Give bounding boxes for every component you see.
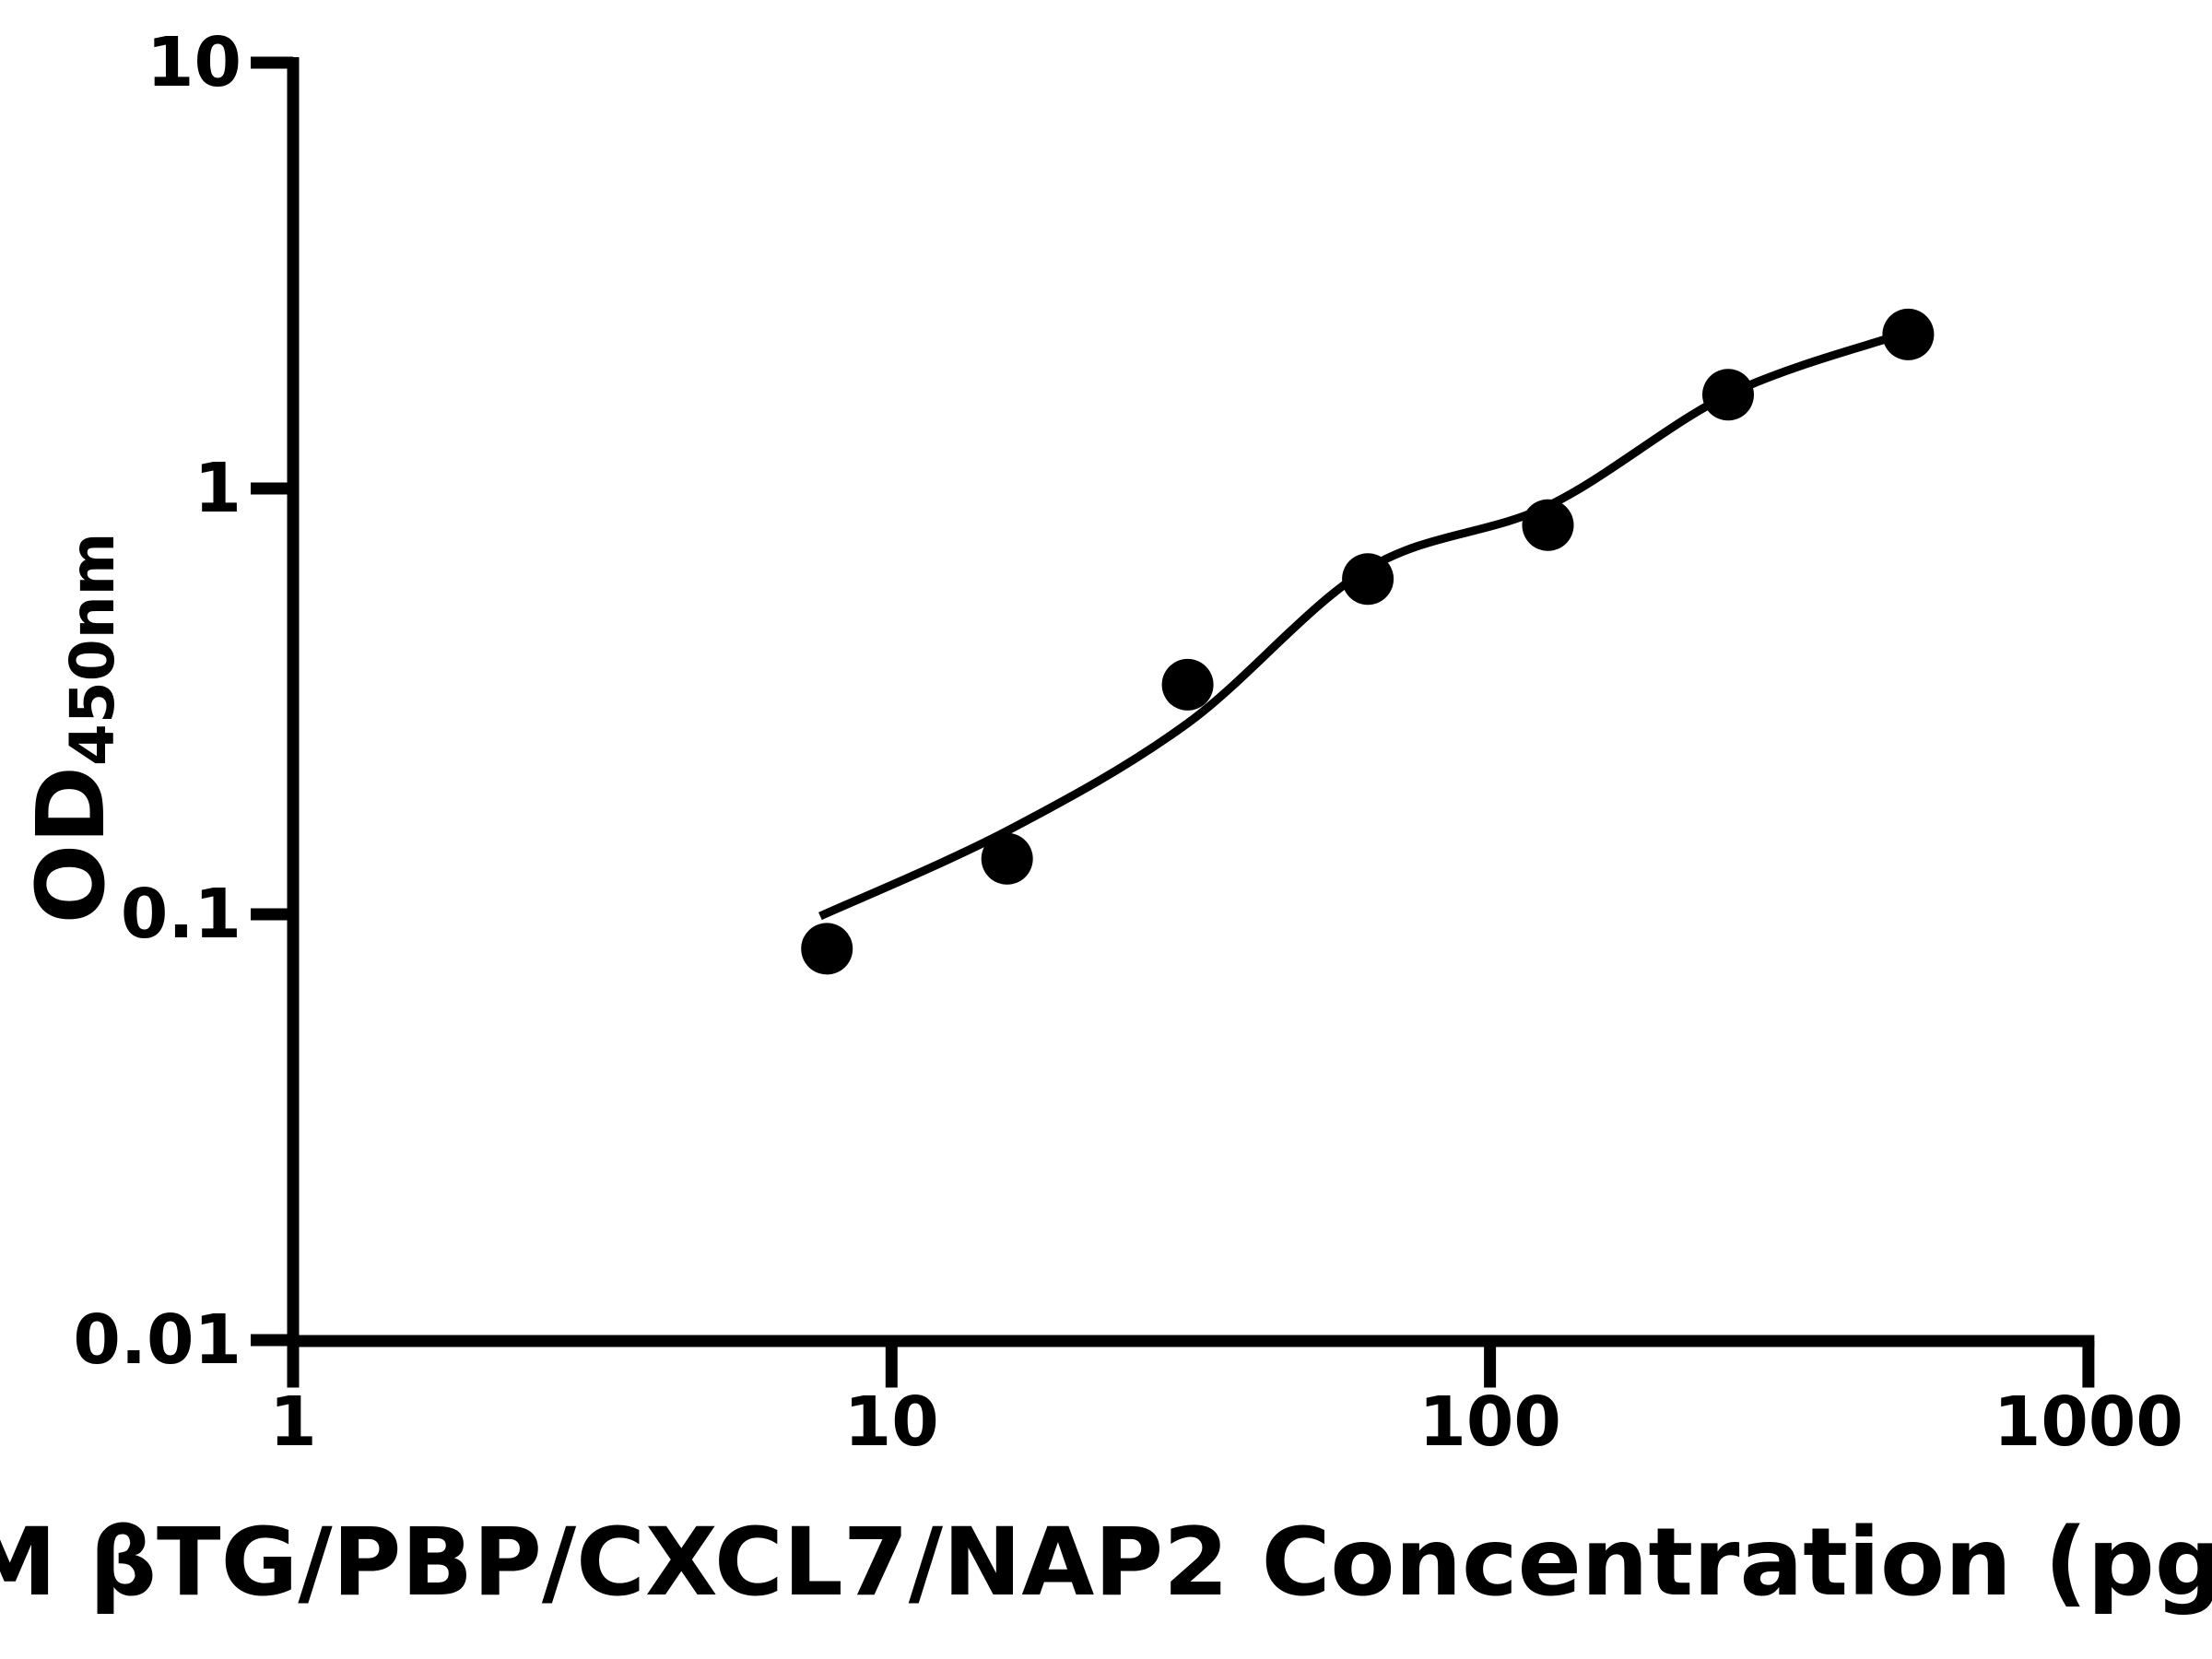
data-point-marker bbox=[1702, 369, 1754, 421]
fit-curve-layer bbox=[818, 330, 1902, 921]
y-tick-label-1: 1 bbox=[194, 449, 242, 528]
y-tick-label-0.01: 0.01 bbox=[73, 1300, 241, 1380]
y-axis-title-text: OD450nm bbox=[17, 533, 128, 924]
x-tick-label-10: 10 bbox=[843, 1382, 939, 1462]
y-axis-title-subscript: 450nm bbox=[57, 532, 129, 767]
data-point-marker bbox=[1161, 658, 1214, 711]
x-axis-title: M βTG/PBP/CXCL7/NAP2 Concentration (pg/ bbox=[0, 1508, 2212, 1618]
data-point-marker bbox=[1882, 308, 1935, 360]
y-tick-label-0.1: 0.1 bbox=[120, 875, 241, 954]
x-tick-label-100: 100 bbox=[1418, 1382, 1561, 1462]
data-points-layer bbox=[801, 308, 1935, 975]
data-point-marker bbox=[1522, 499, 1574, 551]
x-tick-label-1000: 1000 bbox=[1993, 1382, 2183, 1462]
y-axis-title-main: OD bbox=[17, 766, 126, 924]
y-tick-label-10: 10 bbox=[147, 23, 241, 102]
axes-layer bbox=[251, 56, 2095, 1388]
data-point-marker bbox=[1342, 553, 1394, 606]
fit-curve bbox=[818, 330, 1902, 921]
data-point-marker bbox=[801, 923, 853, 975]
x-tick-label-1: 1 bbox=[269, 1382, 317, 1462]
data-point-marker bbox=[981, 832, 1033, 885]
